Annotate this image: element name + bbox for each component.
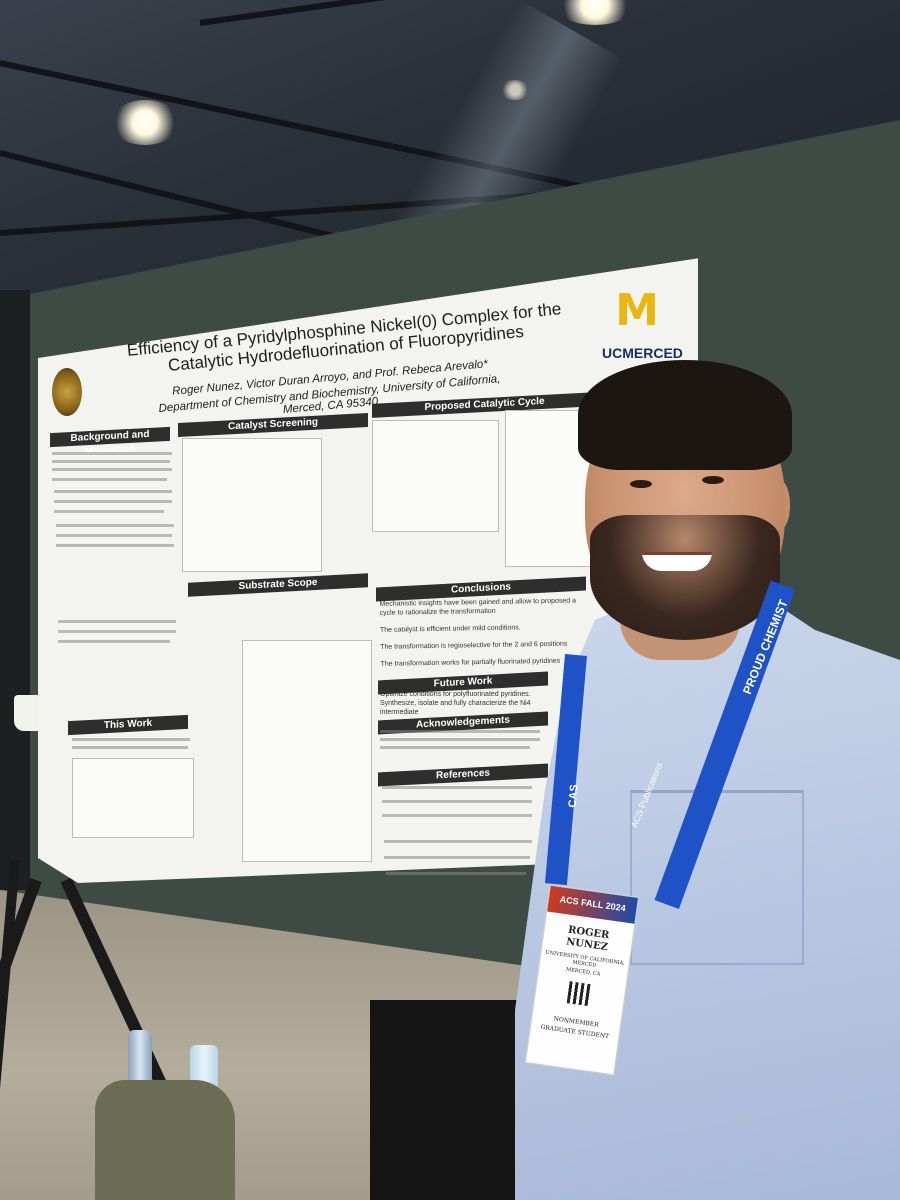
- board-frame: [0, 290, 30, 890]
- text-line: [384, 840, 532, 843]
- person-beard: [590, 515, 780, 640]
- backpack: [95, 1080, 235, 1200]
- ceiling-light: [500, 80, 530, 100]
- shirt-pocket: [630, 790, 804, 965]
- text-line: [380, 730, 540, 733]
- this-work-scheme: [72, 758, 194, 838]
- text-line: [56, 544, 174, 547]
- text-line: [52, 468, 172, 471]
- person-eye: [630, 480, 652, 488]
- future-item: Optimize conditions for polyfluorinated …: [380, 691, 531, 698]
- text-line: [52, 460, 170, 463]
- substrate-scope-table: [242, 640, 372, 862]
- text-line: [54, 490, 172, 493]
- text-line: [54, 500, 172, 503]
- text-line: [72, 746, 188, 749]
- lanyard-text-cas: CAS: [566, 783, 581, 809]
- conclusions-list: Mechanistic insights have been gained an…: [379, 596, 590, 669]
- text-line: [52, 478, 167, 481]
- future-work-list: Optimize conditions for polyfluorinated …: [380, 690, 545, 717]
- text-line: [386, 872, 526, 875]
- future-item: Synthesize, isolate and fully characteri…: [380, 700, 531, 716]
- ceiling-light: [555, 0, 635, 25]
- ceiling-light: [110, 100, 180, 145]
- background-person-legs: [370, 1000, 520, 1200]
- text-line: [56, 534, 172, 537]
- text-line: [56, 524, 174, 527]
- text-line: [380, 738, 540, 741]
- uc-merced-logo-letter: M: [615, 285, 659, 336]
- uc-merced-logo-text: UCMERCED: [602, 345, 683, 361]
- badge-qr-code: [566, 981, 592, 1007]
- text-line: [382, 814, 532, 817]
- conclusion-item: Mechanistic insights have been gained an…: [379, 597, 577, 617]
- text-line: [72, 738, 190, 741]
- text-line: [384, 856, 530, 859]
- text-line: [52, 452, 172, 455]
- person-eye: [702, 476, 724, 484]
- text-line: [382, 786, 532, 789]
- text-line: [58, 640, 170, 643]
- text-line: [382, 800, 532, 803]
- catalytic-cycle-diagram: [505, 410, 592, 567]
- text-line: [380, 746, 530, 749]
- university-seal-icon: [52, 368, 82, 416]
- text-line: [58, 630, 176, 633]
- person-hair: [578, 360, 792, 470]
- text-line: [58, 620, 176, 623]
- conclusion-item: The catalyst is efficient under mild con…: [379, 624, 521, 634]
- conclusion-item: The transformation is regioselective for…: [380, 640, 568, 651]
- text-line: [54, 510, 164, 513]
- catalyst-scheme: [182, 438, 322, 572]
- nmr-figure: [372, 420, 499, 532]
- person-smile: [642, 552, 712, 571]
